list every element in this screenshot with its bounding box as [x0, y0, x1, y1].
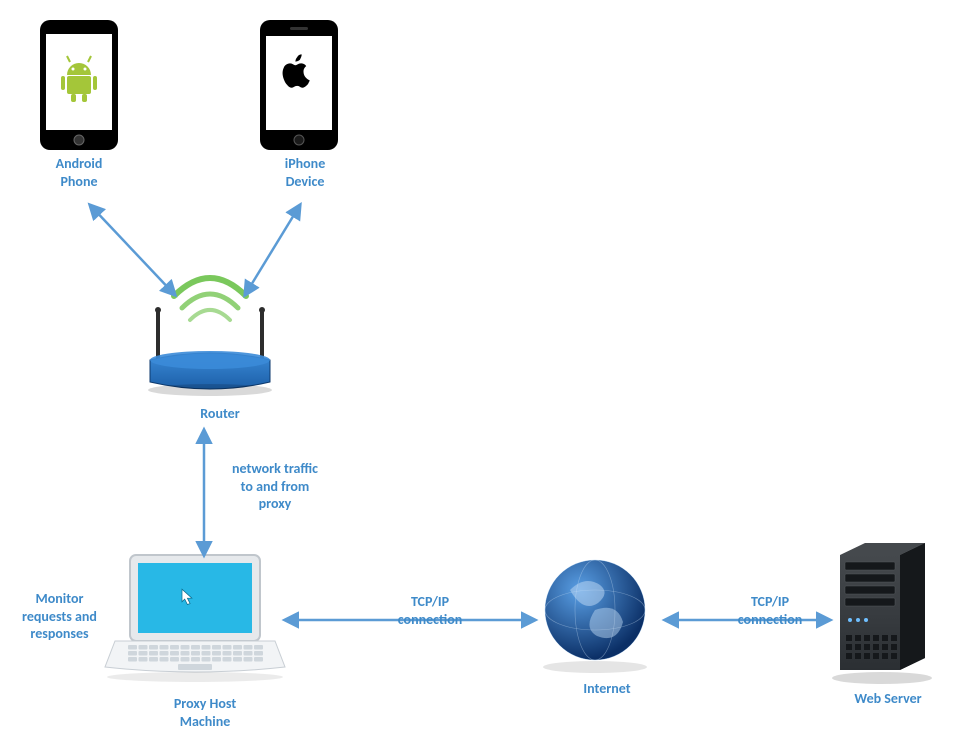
iphone-label: iPhoneDevice: [270, 155, 340, 190]
router-icon: [148, 278, 272, 396]
iphone-icon: [260, 20, 338, 150]
edge-iphone-router: [245, 205, 300, 295]
edge-android-router: [90, 205, 175, 295]
edge-label-router-proxy: network trafficto and fromproxy: [215, 460, 335, 513]
android-label: AndroidPhone: [44, 155, 114, 190]
network-diagram: [0, 0, 965, 748]
edge-label-internet-server: TCP/IPconnection: [710, 593, 830, 628]
edge-label-proxy-internet: TCP/IPconnection: [370, 593, 490, 628]
server-label: Web Server: [843, 690, 933, 708]
proxy-side-note: Monitorrequests andresponses: [12, 590, 107, 643]
proxy-label: Proxy HostMachine: [160, 695, 250, 730]
router-label: Router: [190, 405, 250, 423]
android-phone-icon: [40, 20, 118, 150]
laptop-icon: [105, 555, 285, 682]
internet-icon: [543, 560, 647, 673]
internet-label: Internet: [572, 680, 642, 698]
web-server-icon: [832, 543, 932, 684]
